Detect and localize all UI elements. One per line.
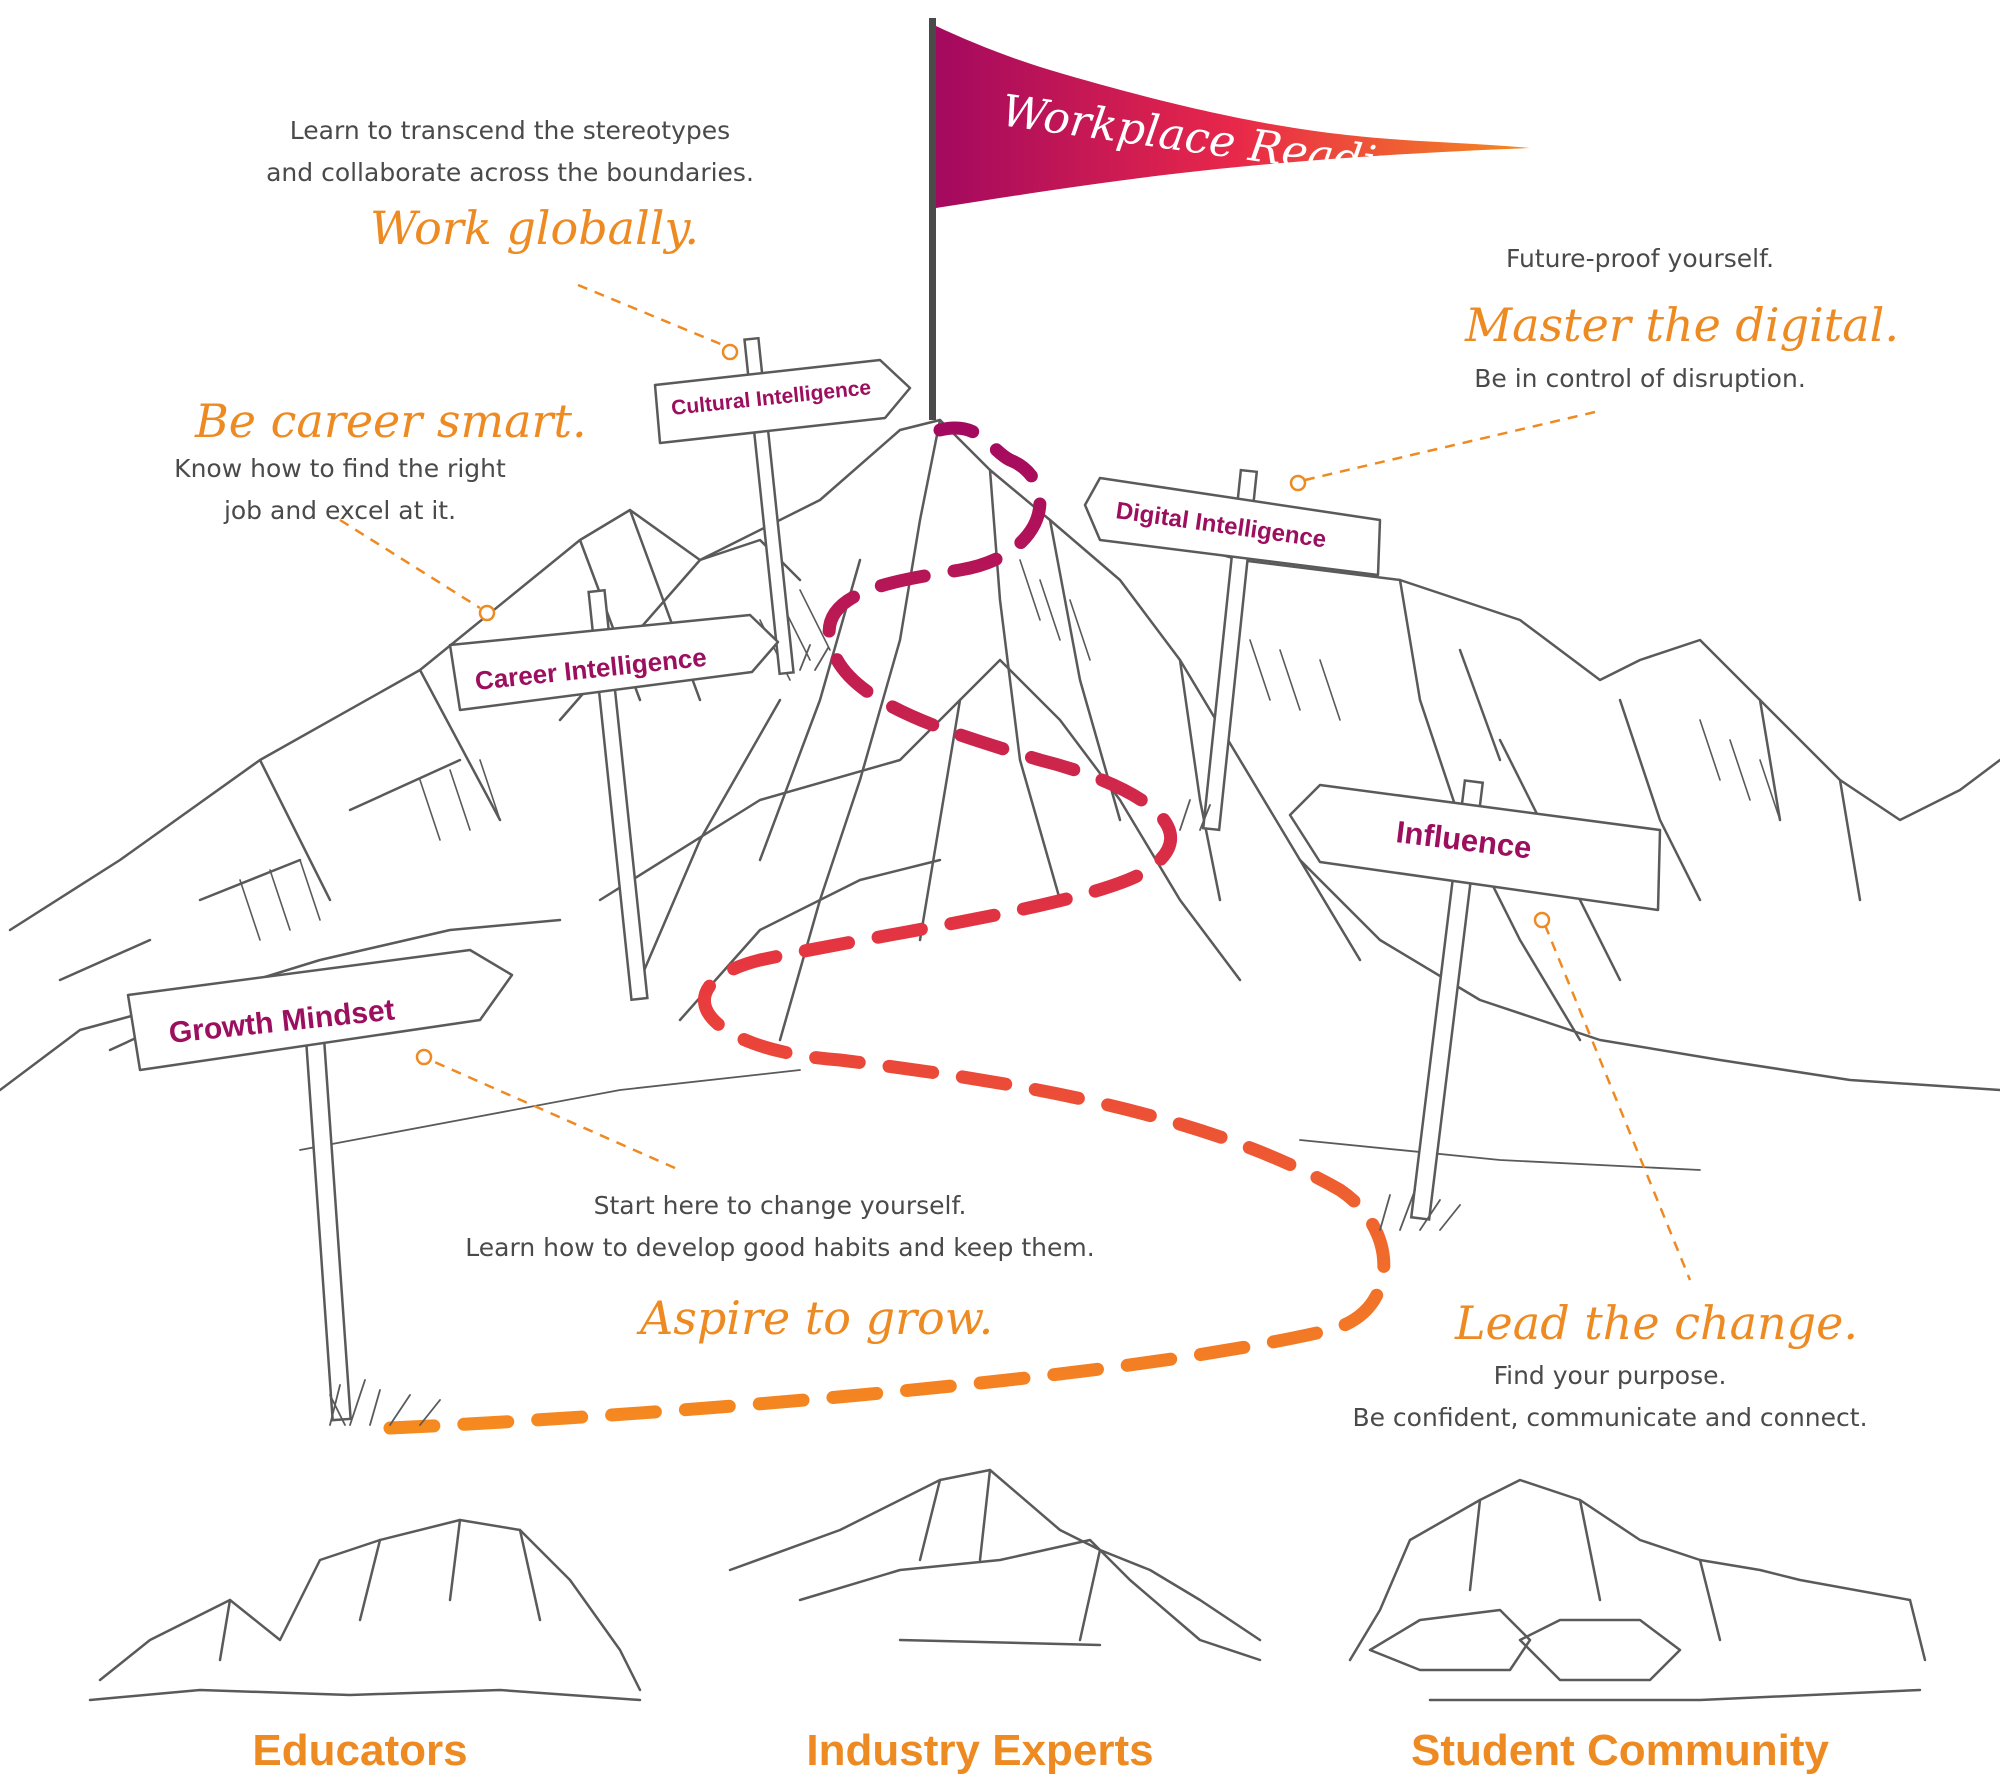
mountain-educators [88,1518,642,1702]
mountain-range [0,418,2000,1171]
work-globally-description-line1: Learn to transcend the stereotypes [289,116,731,145]
callout-markers [415,343,1551,1066]
grow-description-line2: Learn how to develop good habits and kee… [465,1233,1095,1262]
grow-description: Start here to change yourself. Learn how… [400,1185,1160,1269]
label-student-community: Student Community [1411,1726,1829,1775]
work-globally-description: Learn to transcend the stereotypes and c… [200,110,820,194]
digital-description: Be in control of disruption. [1474,364,1806,393]
digital-slogan: Master the digital. [1465,298,1899,352]
grow-slogan: Aspire to grow. [640,1291,994,1345]
lead-description-line2: Be confident, communicate and connect. [1352,1403,1868,1432]
flag-banner [936,26,1530,208]
signpost-cultural-intelligence: Cultural Intelligence [653,336,912,676]
career-smart-slogan: Be career smart. [195,394,587,448]
signpost-digital-intelligence: Digital Intelligence [1083,468,1382,832]
career-smart-description: Know how to find the right job and excel… [130,448,550,532]
signpost-influence: Influence [1288,779,1662,1221]
signpost-career-intelligence: Career Intelligence [448,588,780,1002]
flag-pole [929,18,936,420]
digital-intro: Future-proof yourself. [1505,244,1775,273]
label-educators: Educators [252,1726,468,1775]
dashed-journey-path [383,421,1391,1435]
lead-description-line1: Find your purpose. [1493,1361,1727,1390]
signpost-growth-mindset: Growth Mindset [126,948,514,1422]
callout-leaders [339,283,1692,1281]
label-industry-experts: Industry Experts [806,1726,1154,1775]
mountain-industry-experts [728,1468,1262,1662]
grass-tufts [329,644,1461,1426]
career-smart-description-line1: Know how to find the right [174,454,506,483]
work-globally-slogan: Work globally. [370,201,699,255]
career-smart-description-line2: job and excel at it. [223,496,457,525]
lead-description: Find your purpose. Be confident, communi… [1290,1355,1930,1439]
mountain-student-community [1348,1478,1927,1702]
work-globally-description-line2: and collaborate across the boundaries. [266,158,754,187]
lead-slogan: Lead the change. [1455,1296,1858,1350]
grow-description-line1: Start here to change yourself. [593,1191,967,1220]
